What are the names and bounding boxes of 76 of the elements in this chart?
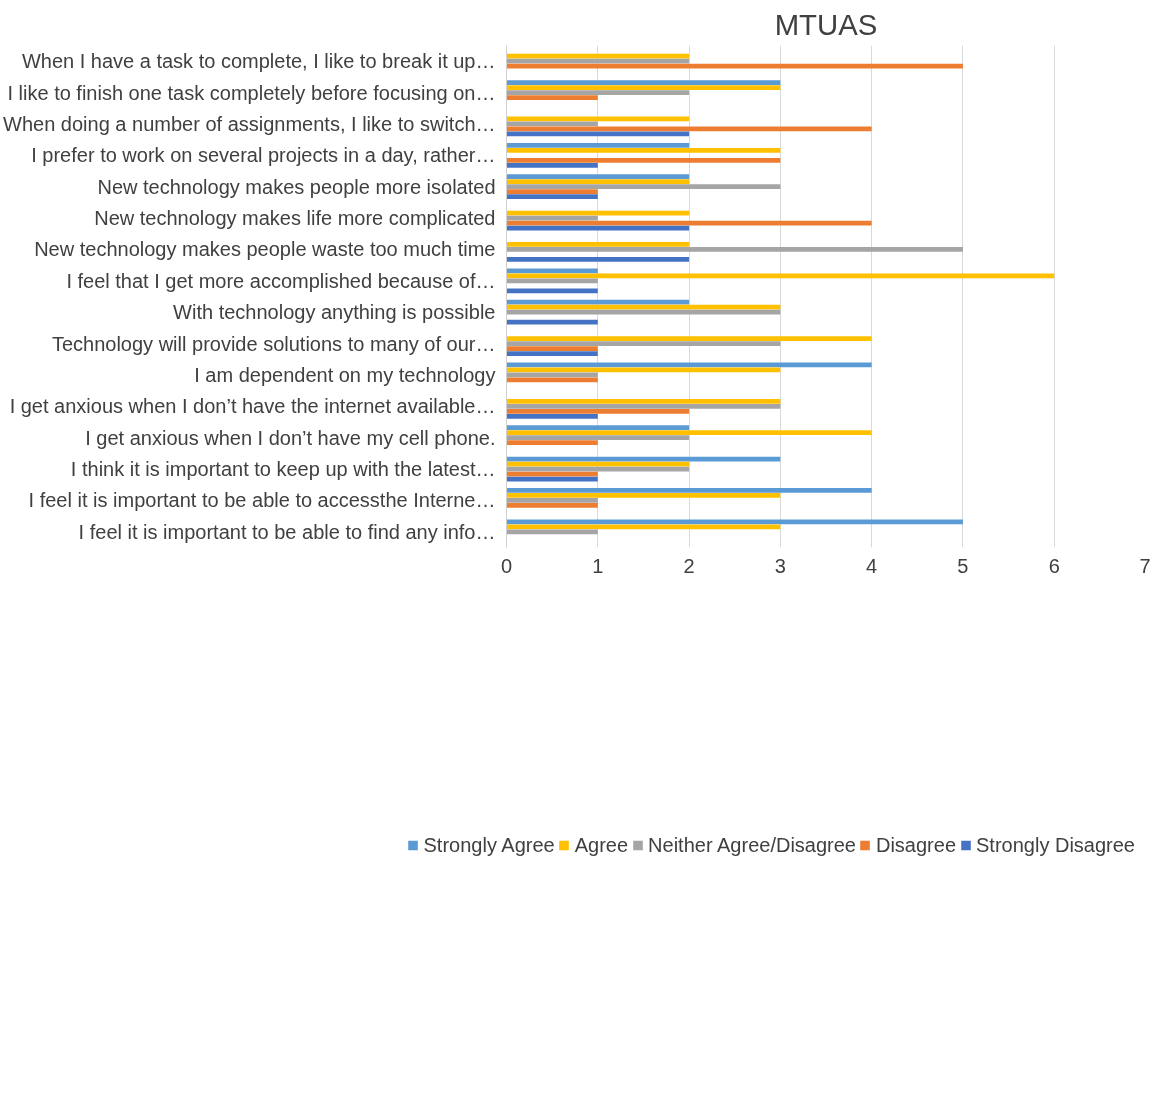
bar bbox=[506, 273, 1055, 279]
y-tick-label: I am dependent on my technology bbox=[194, 363, 496, 386]
bar bbox=[506, 299, 690, 305]
y-tick-label: I feel that I get more accomplished because of… bbox=[66, 269, 496, 292]
bar bbox=[506, 288, 598, 294]
y-tick-label: New technology makes people more isolated bbox=[97, 175, 496, 198]
y-tick-label: New technology makes people waste too much time bbox=[34, 238, 496, 261]
bar bbox=[506, 425, 690, 431]
bar bbox=[506, 174, 690, 180]
y-tick-label: Technology will provide solutions to many of our… bbox=[51, 332, 496, 355]
legend-label: Disagree bbox=[875, 833, 957, 857]
y-tick-label: I like to finish one task completely before focusing on… bbox=[7, 81, 496, 104]
bar bbox=[506, 80, 781, 85]
bar bbox=[506, 435, 690, 441]
y-tick-label: With technology anything is possible bbox=[173, 301, 496, 324]
bar bbox=[506, 90, 690, 95]
bar bbox=[506, 346, 598, 351]
bar bbox=[506, 498, 598, 503]
bar bbox=[506, 503, 598, 508]
y-tick-label: I think it is important to keep up with the latest… bbox=[70, 458, 496, 481]
bar bbox=[506, 529, 598, 535]
bar bbox=[506, 268, 598, 274]
bar bbox=[506, 398, 781, 404]
bar bbox=[506, 95, 598, 100]
y-tick-label: I feel it is important to be able to accessthe Interne… bbox=[28, 489, 496, 512]
bar bbox=[506, 341, 781, 346]
bar bbox=[506, 304, 781, 310]
bar bbox=[506, 162, 598, 168]
bar bbox=[506, 319, 598, 325]
bar bbox=[506, 336, 872, 341]
bar bbox=[506, 242, 690, 247]
y-tick-label: I prefer to work on several projects in a day, rather… bbox=[31, 144, 496, 167]
bar bbox=[506, 247, 963, 252]
y-tick-label: When doing a number of assignments, I like to switch… bbox=[3, 112, 496, 135]
legend-label: Agree bbox=[574, 833, 629, 857]
legend-label: Neither Agree/Disagree bbox=[648, 833, 856, 857]
bar bbox=[506, 147, 781, 153]
bar bbox=[506, 403, 781, 409]
bar bbox=[506, 278, 598, 284]
bar bbox=[506, 157, 781, 163]
y-tick-label: I get anxious when I don’t have my cell phone. bbox=[85, 426, 496, 449]
bar bbox=[506, 63, 963, 69]
y-tick-label: New technology makes life more complicated bbox=[94, 207, 496, 230]
legend-label: Strongly Disagree bbox=[976, 833, 1135, 857]
bar bbox=[506, 184, 781, 190]
x-tick-label: 3 bbox=[774, 554, 786, 577]
x-tick-label: 5 bbox=[957, 554, 969, 577]
bar bbox=[506, 440, 598, 446]
bar bbox=[506, 493, 781, 498]
bar bbox=[506, 53, 690, 59]
bar bbox=[506, 58, 690, 64]
x-tick-label: 4 bbox=[866, 554, 878, 577]
x-tick-label: 6 bbox=[1048, 554, 1060, 577]
bar bbox=[506, 189, 598, 195]
bar bbox=[506, 194, 598, 200]
bar bbox=[506, 430, 872, 436]
y-tick-label: When I have a task to complete, I like to break it up… bbox=[21, 50, 496, 73]
y-tick-label: I get anxious when I don’t have the internet available… bbox=[9, 395, 496, 418]
bar bbox=[506, 413, 598, 419]
bar bbox=[506, 524, 781, 530]
bar bbox=[506, 408, 690, 414]
bar bbox=[506, 85, 781, 90]
x-tick-label: 0 bbox=[500, 554, 513, 577]
x-tick-label: 1 bbox=[592, 554, 604, 577]
bar bbox=[506, 142, 690, 148]
bar bbox=[506, 488, 872, 493]
chart-title: MTUAS bbox=[774, 7, 878, 41]
legend-label: Strongly Agree bbox=[423, 833, 555, 857]
bar bbox=[506, 351, 598, 356]
bar bbox=[506, 309, 781, 315]
bar bbox=[506, 257, 690, 262]
bar bbox=[506, 519, 963, 525]
y-tick-label: I feel it is important to be able to find any info… bbox=[78, 520, 496, 543]
bar bbox=[506, 179, 690, 185]
x-tick-label: 7 bbox=[1139, 554, 1151, 577]
x-tick-label: 2 bbox=[683, 554, 695, 577]
